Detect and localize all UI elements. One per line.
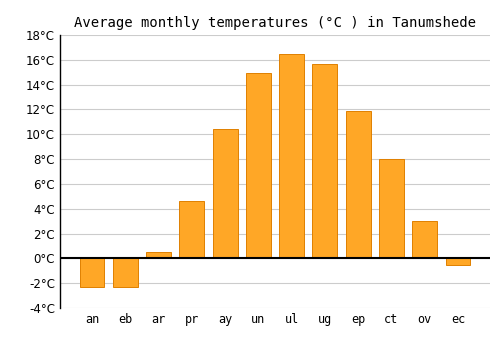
Title: Average monthly temperatures (°C ) in Tanumshede: Average monthly temperatures (°C ) in Ta… — [74, 16, 476, 30]
Bar — [180, 201, 204, 258]
Bar — [412, 221, 437, 258]
Bar — [113, 258, 138, 287]
Bar — [80, 258, 104, 287]
Bar — [446, 258, 470, 265]
Bar — [246, 74, 271, 258]
Bar — [279, 54, 304, 258]
Bar — [346, 111, 370, 258]
Bar — [212, 129, 238, 258]
Bar — [146, 252, 171, 258]
Bar — [312, 64, 338, 258]
Bar — [379, 159, 404, 258]
